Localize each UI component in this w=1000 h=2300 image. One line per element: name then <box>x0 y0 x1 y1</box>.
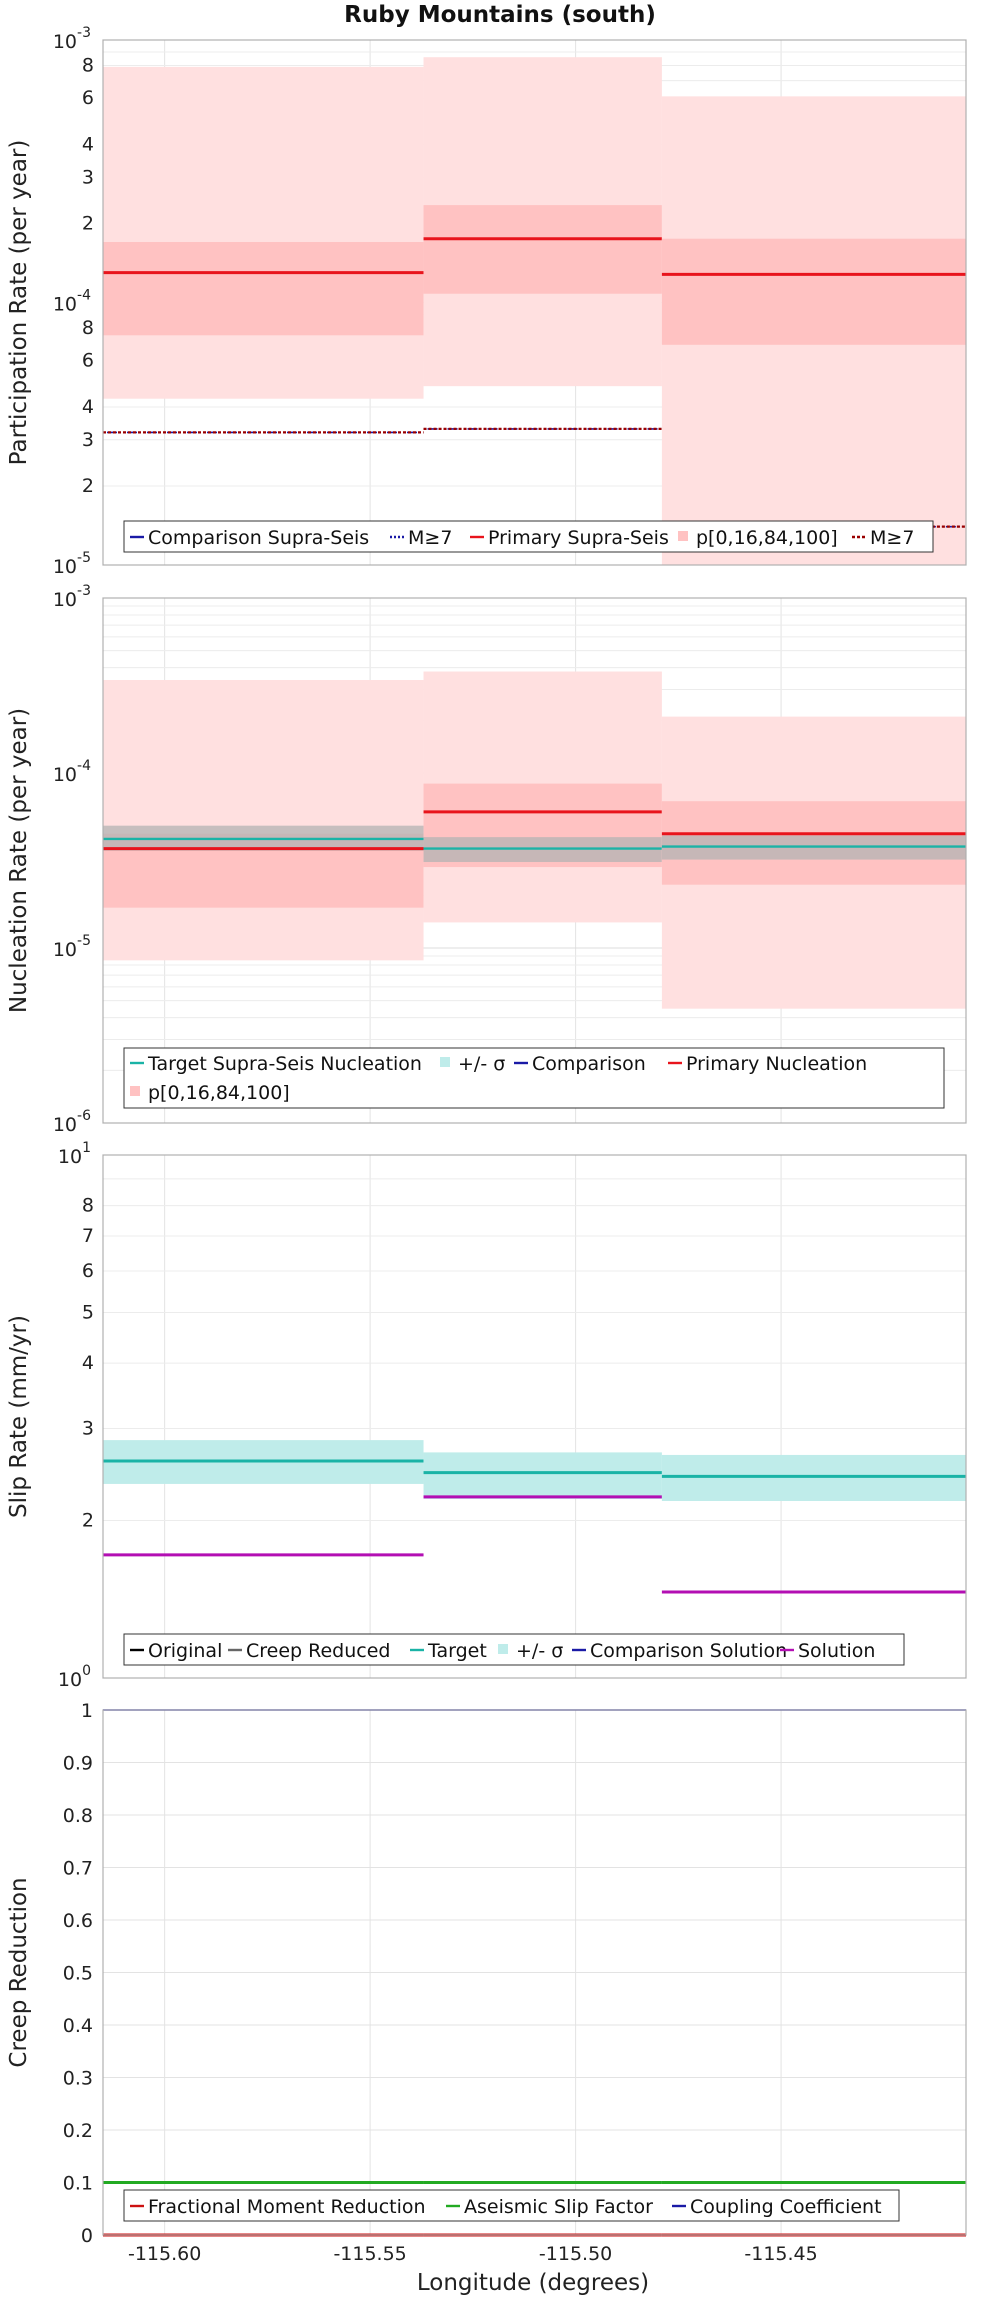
nucleation-panel: 10-6 10-5 10-4 10-3 Nucleation Rate (per yea… <box>6 583 967 1136</box>
band-p16-p84 <box>103 242 424 336</box>
y-tick-label: 0.8 <box>63 1805 93 1827</box>
y-tick-label: 0.6 <box>63 1910 93 1932</box>
legend-label: Target <box>427 1640 487 1662</box>
y-tick-minor-label: 5 <box>82 1301 94 1323</box>
y-tick-minor-label: 8 <box>82 317 94 339</box>
legend-label: +/- σ <box>458 1053 505 1075</box>
y-tick-minor-label: 6 <box>82 350 94 372</box>
y-tick-label: 10-4 <box>53 288 91 316</box>
legend-swatch <box>498 1644 508 1654</box>
y-tick-label: 0 <box>81 2225 93 2247</box>
legend-label: Fractional Moment Reduction <box>148 2196 426 2218</box>
y-tick-exponent: 1 <box>82 1140 91 1156</box>
y-tick-minor-label: 8 <box>82 54 94 76</box>
x-tick-label: -115.55 <box>333 2243 406 2265</box>
band-p0-p100 <box>103 66 424 399</box>
plot-frame <box>102 1709 967 2236</box>
legend-label: Coupling Coefficient <box>690 2196 882 2218</box>
y-tick-label: 0.9 <box>63 1753 93 1775</box>
y-tick-minor-label: 2 <box>82 475 94 497</box>
legend-label: Primary Supra-Seis <box>488 527 669 549</box>
plot-frame <box>102 1154 967 1679</box>
legend-box <box>123 1633 905 1666</box>
legend-label: Creep Reduced <box>246 1640 390 1662</box>
band-p16-p84 <box>423 205 662 294</box>
band-p0-p100 <box>103 679 424 961</box>
y-tick-minor-label: 4 <box>82 133 94 155</box>
y-axis-label: Creep Reduction <box>6 1877 32 2067</box>
y-tick-minor-label: 2 <box>82 212 94 234</box>
y-tick-label: 0.4 <box>63 2015 93 2037</box>
target-sigma-band <box>661 1454 966 1501</box>
y-tick-label: 101 <box>58 1140 91 1168</box>
y-tick-minor-label: 8 <box>82 1195 94 1217</box>
y-tick-minor-label: 6 <box>82 1260 94 1282</box>
y-tick-exponent: -4 <box>77 288 91 304</box>
y-tick-label: 0.2 <box>63 2120 93 2142</box>
y-tick-exponent: 0 <box>82 1663 91 1679</box>
legend-label: M≥7 <box>870 527 914 549</box>
x-tick-label: -115.50 <box>539 2243 612 2265</box>
legend-box <box>123 2189 900 2222</box>
y-tick-minor-label: 3 <box>82 429 94 451</box>
legend-label: M≥7 <box>408 527 452 549</box>
legend-box <box>123 520 934 553</box>
legend-box <box>123 1047 945 1109</box>
y-tick-label: 100 <box>58 1663 91 1691</box>
x-tick-label: -115.60 <box>128 2243 201 2265</box>
y-tick-exponent: -5 <box>77 933 91 949</box>
y-tick-minor-label: 7 <box>82 1225 94 1247</box>
y-axis-label: Participation Rate (per year) <box>6 140 32 466</box>
y-tick-exponent: -3 <box>77 25 91 41</box>
plot-frame <box>102 39 967 566</box>
y-tick-label: 0.3 <box>63 2068 93 2090</box>
legend-label: Aseismic Slip Factor <box>464 2196 653 2218</box>
legend-label: Solution <box>798 1640 875 1662</box>
legend-swatch <box>130 1086 140 1096</box>
legend-label: Primary Nucleation <box>686 1053 867 1075</box>
legend-label: Comparison <box>532 1053 646 1075</box>
y-axis-label: Slip Rate (mm/yr) <box>6 1315 32 1518</box>
legend-swatch <box>678 531 688 541</box>
y-tick-exponent: -5 <box>77 550 91 566</box>
y-tick-minor-label: 6 <box>82 87 94 109</box>
legend-label: +/- σ <box>516 1640 563 1662</box>
y-tick-label: 10-3 <box>53 583 91 611</box>
x-axis-label: Longitude (degrees) <box>417 2270 649 2296</box>
y-tick-label: 10-3 <box>53 25 91 53</box>
y-tick-minor-label: 3 <box>82 1417 94 1439</box>
x-tick-label: -115.45 <box>744 2243 817 2265</box>
participation-panel: 2 3 4 6 8 2 3 4 6 8 10-5 10-4 10-3 Participation Rate… <box>6 25 967 578</box>
legend-swatch <box>440 1057 450 1067</box>
y-tick-label: 0.7 <box>63 1858 93 1880</box>
band-p16-p84 <box>661 238 966 345</box>
y-tick-minor-label: 4 <box>82 396 94 418</box>
figure-title: Ruby Mountains (south) <box>344 2 656 28</box>
legend-label: Original <box>148 1640 222 1662</box>
legend-label: p[0,16,84,100] <box>148 1082 290 1104</box>
y-tick-exponent: -4 <box>77 758 91 774</box>
legend-label: Comparison Supra-Seis <box>148 527 369 549</box>
y-tick-minor-label: 2 <box>82 1510 94 1532</box>
y-tick-exponent: -6 <box>77 1108 91 1124</box>
y-tick-exponent: -3 <box>77 583 91 599</box>
plot-frame <box>102 597 967 1124</box>
target-sigma-band <box>423 1452 662 1499</box>
y-tick-label: 1 <box>81 1700 93 1722</box>
y-tick-label: 10-5 <box>53 550 91 578</box>
y-tick-label: 0.1 <box>63 2173 93 2195</box>
y-tick-minor-label: 3 <box>82 166 94 188</box>
legend-label: Comparison Solution <box>590 1640 787 1662</box>
creep-reduction-panel: 0 0.1 0.2 0.3 0.4 0.5 0.6 0.7 0.8 0.9 1 Creep Reduc… <box>6 1700 967 2265</box>
y-tick-label: 10-5 <box>53 933 91 961</box>
legend-label: Target Supra-Seis Nucleation <box>147 1053 422 1075</box>
y-tick-label: 10-4 <box>53 758 91 786</box>
legend-label: p[0,16,84,100] <box>696 527 838 549</box>
y-tick-label: 10-6 <box>53 1108 91 1136</box>
y-axis-label: Nucleation Rate (per year) <box>6 708 32 1013</box>
y-tick-minor-label: 4 <box>82 1352 94 1374</box>
y-tick-label: 0.5 <box>63 1963 93 1985</box>
slip-rate-panel: 2 3 4 5 6 7 8 100 101 Slip Rate (mm/yr) Original Cr… <box>6 1140 967 1691</box>
